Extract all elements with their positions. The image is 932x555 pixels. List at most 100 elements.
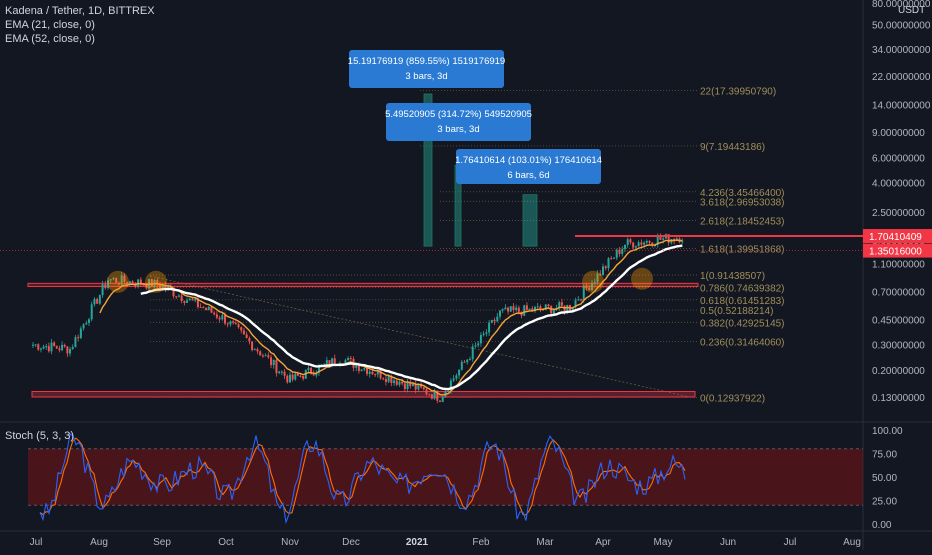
candle-body	[401, 381, 404, 384]
candle-body	[610, 258, 613, 260]
time-tick: Jul	[784, 537, 797, 548]
candle-body	[131, 281, 134, 284]
candle-body	[39, 348, 42, 350]
candle-body	[501, 309, 504, 311]
candle-body	[317, 365, 320, 373]
candle-body	[681, 240, 684, 243]
candle-body	[398, 381, 401, 385]
candle-body	[169, 286, 172, 289]
candle-body	[79, 328, 82, 338]
candle-body	[183, 300, 186, 303]
currency-label: USDT	[898, 5, 925, 16]
highlight-circle	[107, 270, 129, 293]
candle-body	[101, 284, 104, 296]
highlight-circle	[631, 267, 653, 290]
candle-body	[82, 324, 85, 329]
candle-body	[651, 242, 654, 246]
candle-body	[482, 333, 485, 335]
candle-body	[393, 380, 396, 383]
highlight-circle	[145, 270, 167, 293]
candle-body	[117, 282, 120, 285]
candle-body	[61, 344, 64, 351]
price-tick-top: 80.00000000	[872, 0, 931, 10]
candle-body	[499, 310, 501, 317]
candle-body	[280, 371, 283, 373]
candle-body	[599, 273, 602, 276]
candle-body	[488, 322, 491, 333]
candle-body	[531, 308, 534, 312]
candle-body	[53, 342, 56, 347]
candle-body	[460, 361, 463, 370]
stoch-tick: 50.00	[872, 473, 897, 484]
candle-body	[344, 360, 347, 366]
candle-body	[205, 307, 208, 310]
candle-body	[591, 282, 593, 291]
candle-body	[390, 375, 393, 383]
candle-body	[229, 321, 232, 325]
ema-price-tag	[863, 243, 932, 258]
candle-body	[433, 390, 436, 399]
candle-body	[71, 347, 74, 350]
candle-body	[188, 298, 191, 301]
candle-body	[355, 364, 358, 368]
candle-body	[363, 368, 366, 370]
time-tick: 2021	[406, 537, 429, 548]
measure-callout-value: 5.49520905 (314.72%) 549520905	[385, 109, 532, 120]
candle-body	[593, 282, 596, 284]
price-tick: 9.00000000	[872, 128, 925, 139]
candle-body	[159, 284, 161, 288]
candle-body	[156, 280, 159, 285]
candle-body	[45, 346, 48, 348]
candle-body	[387, 375, 390, 382]
price-tick: 2.50000000	[872, 208, 925, 219]
candle-body	[411, 383, 414, 387]
candle-body	[428, 394, 431, 396]
time-tick: Nov	[281, 537, 299, 548]
candle-body	[374, 374, 377, 376]
candle-body	[659, 237, 662, 240]
candle-body	[296, 373, 299, 376]
fib-level-label: 2.618(2.18452453)	[700, 216, 785, 227]
candle-body	[422, 387, 425, 390]
measure-callout-bars: 6 bars, 6d	[507, 170, 549, 181]
stoch-tick: 75.00	[872, 450, 897, 461]
candle-body	[264, 355, 267, 357]
stoch-tick: 0.00	[872, 520, 892, 531]
time-tick: Dec	[342, 537, 360, 548]
candle-body	[466, 359, 469, 363]
fib-level-label: 1.618(1.39951868)	[700, 244, 785, 255]
candle-body	[175, 296, 178, 298]
fib-level-label: 9(7.19443186)	[700, 142, 765, 153]
candle-body	[425, 389, 428, 395]
stoch-tick: 100.00	[872, 426, 903, 437]
candle-body	[479, 334, 482, 344]
candle-body	[349, 358, 352, 360]
price-tick: 6.00000000	[872, 153, 925, 164]
stoch-k-line	[39, 432, 686, 525]
candle-body	[224, 315, 226, 324]
candle-body	[267, 355, 270, 358]
candle-body	[474, 345, 477, 347]
candle-body	[85, 322, 88, 325]
candle-body	[493, 319, 496, 322]
candle-body	[645, 241, 648, 243]
candle-body	[177, 295, 180, 297]
measure-bar	[423, 93, 433, 247]
measure-callout-bars: 3 bars, 3d	[405, 71, 447, 82]
candle-body	[477, 343, 480, 346]
candle-body	[47, 346, 50, 352]
price-tick: 50.00000000	[872, 21, 931, 32]
time-tick: Oct	[218, 537, 234, 548]
candle-body	[558, 302, 561, 309]
fib-level-label: 0.5(0.52188214)	[700, 306, 773, 317]
candle-body	[161, 285, 164, 288]
price-tick: 22.00000000	[872, 72, 931, 83]
current-price-label: 1.70410409	[869, 232, 922, 243]
candle-body	[237, 324, 240, 328]
candle-body	[283, 371, 286, 376]
candle-body	[602, 266, 604, 276]
candle-body	[55, 346, 58, 349]
price-tick: 1.10000000	[872, 259, 925, 270]
